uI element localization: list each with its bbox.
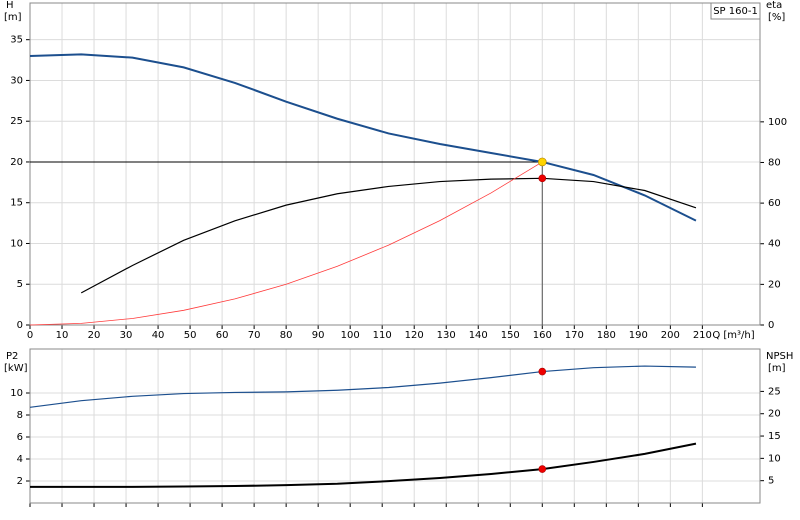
y-axis-unit: [m]: [4, 12, 22, 23]
x-tick-label: 80: [280, 330, 293, 341]
x-tick-label: 210: [693, 330, 712, 341]
x-tick-label: 30: [120, 330, 133, 341]
x-tick-label: 10: [56, 330, 69, 341]
x-tick-label: 50: [184, 330, 197, 341]
y-tick-label: 35: [10, 35, 23, 46]
y2-axis-unit: [%]: [768, 12, 785, 23]
x-tick-label: 200: [661, 330, 680, 341]
operating-point: [538, 174, 547, 183]
y2-tick-label: 15: [768, 431, 781, 442]
label-box: [710, 2, 761, 20]
x-tick-label: 60: [216, 330, 229, 341]
y2-tick-label: 80: [768, 157, 781, 168]
y-axis-unit: [kW]: [4, 363, 28, 374]
x-tick-label: 160: [533, 330, 552, 341]
x-tick-label: 90: [312, 330, 325, 341]
y-tick-label: 10: [10, 238, 23, 249]
x-tick-label: 120: [405, 330, 424, 341]
x-tick-label: 170: [565, 330, 584, 341]
x-tick-label: 0: [27, 330, 33, 341]
plot-frame: [29, 2, 761, 326]
y-tick-label: 4: [17, 454, 23, 465]
y2-axis-unit: [m]: [768, 363, 786, 374]
x-tick-label: 130: [437, 330, 456, 341]
y2-axis-label: NPSH: [766, 351, 793, 362]
x-tick-label: 110: [373, 330, 392, 341]
y2-tick-label: 10: [768, 453, 781, 464]
x-tick-label: 100: [341, 330, 360, 341]
y-tick-label: 8: [17, 410, 23, 421]
y2-tick-label: 20: [768, 279, 781, 290]
y-axis-label: H: [6, 0, 14, 11]
y2-tick-label: 25: [768, 386, 781, 397]
y2-tick-label: 100: [768, 117, 787, 128]
x-tick-label: 190: [629, 330, 648, 341]
y-axis-label: P2: [6, 351, 18, 362]
x-axis-label: Q [m³/h]: [712, 330, 754, 341]
y2-axis-label: eta: [766, 0, 782, 11]
x-tick-label: 40: [152, 330, 165, 341]
y-tick-label: 2: [17, 476, 23, 487]
x-tick-label: 150: [501, 330, 520, 341]
y-tick-label: 0: [17, 320, 23, 331]
curve: [29, 365, 696, 408]
curve: [30, 442, 697, 488]
y-tick-label: 25: [10, 116, 23, 127]
x-tick-label: 140: [469, 330, 488, 341]
y-tick-label: 6: [17, 432, 23, 443]
y2-tick-label: 20: [768, 409, 781, 420]
chart-label: SP 160-1: [713, 6, 758, 17]
y2-tick-label: 40: [768, 239, 781, 250]
x-tick-label: 180: [597, 330, 616, 341]
operating-point: [538, 465, 547, 473]
duty-point: [537, 157, 547, 167]
y2-tick-label: 0: [768, 320, 774, 331]
curve: [29, 53, 697, 222]
y-tick-label: 20: [10, 157, 23, 168]
y2-tick-label: 60: [768, 198, 781, 209]
operating-point: [538, 367, 547, 376]
plot-frame: [29, 348, 761, 504]
y-tick-label: 15: [10, 198, 23, 209]
curve: [80, 177, 697, 294]
x-tick-label: 20: [88, 330, 101, 341]
x-tick-label: 70: [248, 330, 261, 341]
curve: [29, 161, 543, 326]
y2-tick-label: 5: [768, 476, 774, 487]
y-tick-label: 30: [10, 75, 23, 86]
y-tick-label: 10: [10, 388, 23, 399]
y-tick-label: 5: [17, 279, 23, 290]
